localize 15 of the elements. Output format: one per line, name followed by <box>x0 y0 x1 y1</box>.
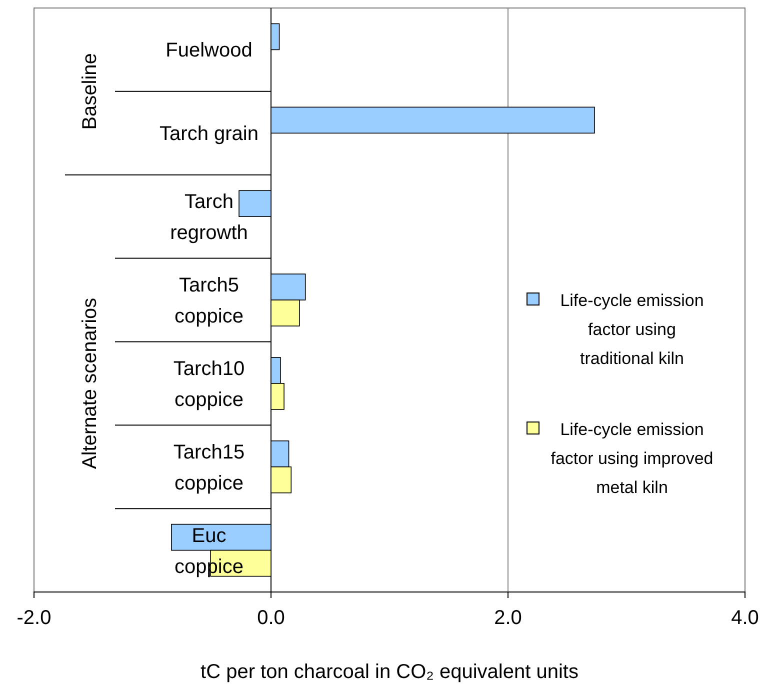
y-tick-label: Tarch10 coppice <box>173 358 245 411</box>
x-axis-title: tC per ton charcoal in CO₂ equivalent units <box>200 661 578 683</box>
annotation: Alternate scenarios <box>79 298 101 470</box>
legend-label: Life-cycle emission factor using traditional kiln <box>560 291 704 368</box>
y-tick-label: Tarch5 coppice <box>174 274 244 328</box>
y-tick-label: Tarch15 coppice <box>173 441 245 494</box>
y-tick-label: Tarch grain <box>160 123 258 146</box>
x-tick-label: 2.0 <box>494 607 522 630</box>
x-tick-label: -2.0 <box>16 607 52 630</box>
x-tick-label: 4.0 <box>731 607 759 630</box>
y-tick-label: Fuelwood <box>166 40 252 62</box>
x-tick-label: 0.0 <box>257 607 285 630</box>
y-tick-label: Tarch regrowth <box>170 191 248 244</box>
legend-label: Life-cycle emission factor using improved metal kiln <box>550 420 714 497</box>
annotation: Baseline <box>79 53 101 130</box>
